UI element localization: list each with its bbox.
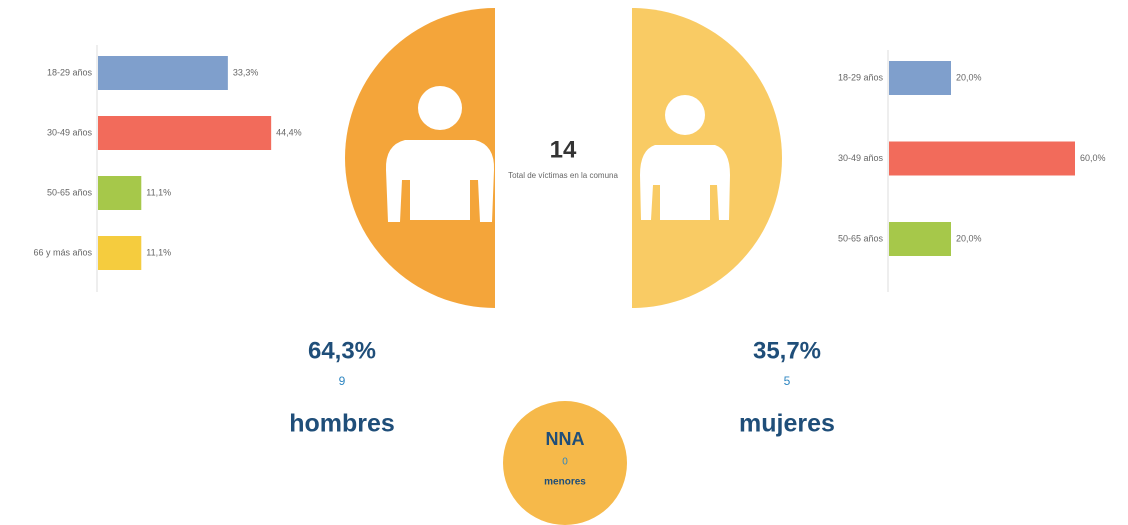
women-count: 5	[784, 374, 791, 388]
value-label: 20,0%	[956, 233, 982, 243]
category-label: 50-65 años	[838, 233, 884, 243]
category-label: 50-65 años	[47, 187, 93, 197]
bar	[98, 176, 142, 210]
minors-title: NNA	[546, 429, 585, 449]
minors-label: menores	[544, 477, 586, 488]
bar	[889, 141, 1075, 176]
value-label: 11,1%	[146, 187, 171, 197]
man-icon	[385, 86, 495, 222]
women-percent: 35,7%	[753, 337, 821, 364]
total-value: 14	[550, 136, 577, 163]
minors-circle	[503, 401, 627, 525]
total-label: Total de víctimas en la comuna	[508, 171, 618, 180]
bar	[889, 222, 951, 256]
value-label: 11,1%	[146, 247, 171, 257]
women-label: mujeres	[739, 410, 835, 438]
bar	[889, 61, 951, 95]
bar	[98, 56, 228, 90]
category-label: 66 y más años	[33, 247, 92, 257]
value-label: 20,0%	[956, 72, 982, 82]
minors-count: 0	[562, 457, 568, 468]
bar	[98, 236, 142, 270]
woman-icon	[640, 95, 730, 220]
value-label: 33,3%	[233, 67, 259, 77]
category-label: 18-29 años	[47, 67, 93, 77]
value-label: 60,0%	[1080, 153, 1106, 163]
category-label: 18-29 años	[838, 72, 884, 82]
value-label: 44,4%	[276, 127, 302, 137]
category-label: 30-49 años	[838, 153, 884, 163]
men-count: 9	[339, 374, 346, 388]
category-label: 30-49 años	[47, 127, 93, 137]
men-label: hombres	[289, 410, 395, 438]
total-label-box: Total de víctimas en la comuna	[508, 171, 618, 180]
bar	[98, 116, 272, 150]
men-percent: 64,3%	[308, 337, 376, 364]
